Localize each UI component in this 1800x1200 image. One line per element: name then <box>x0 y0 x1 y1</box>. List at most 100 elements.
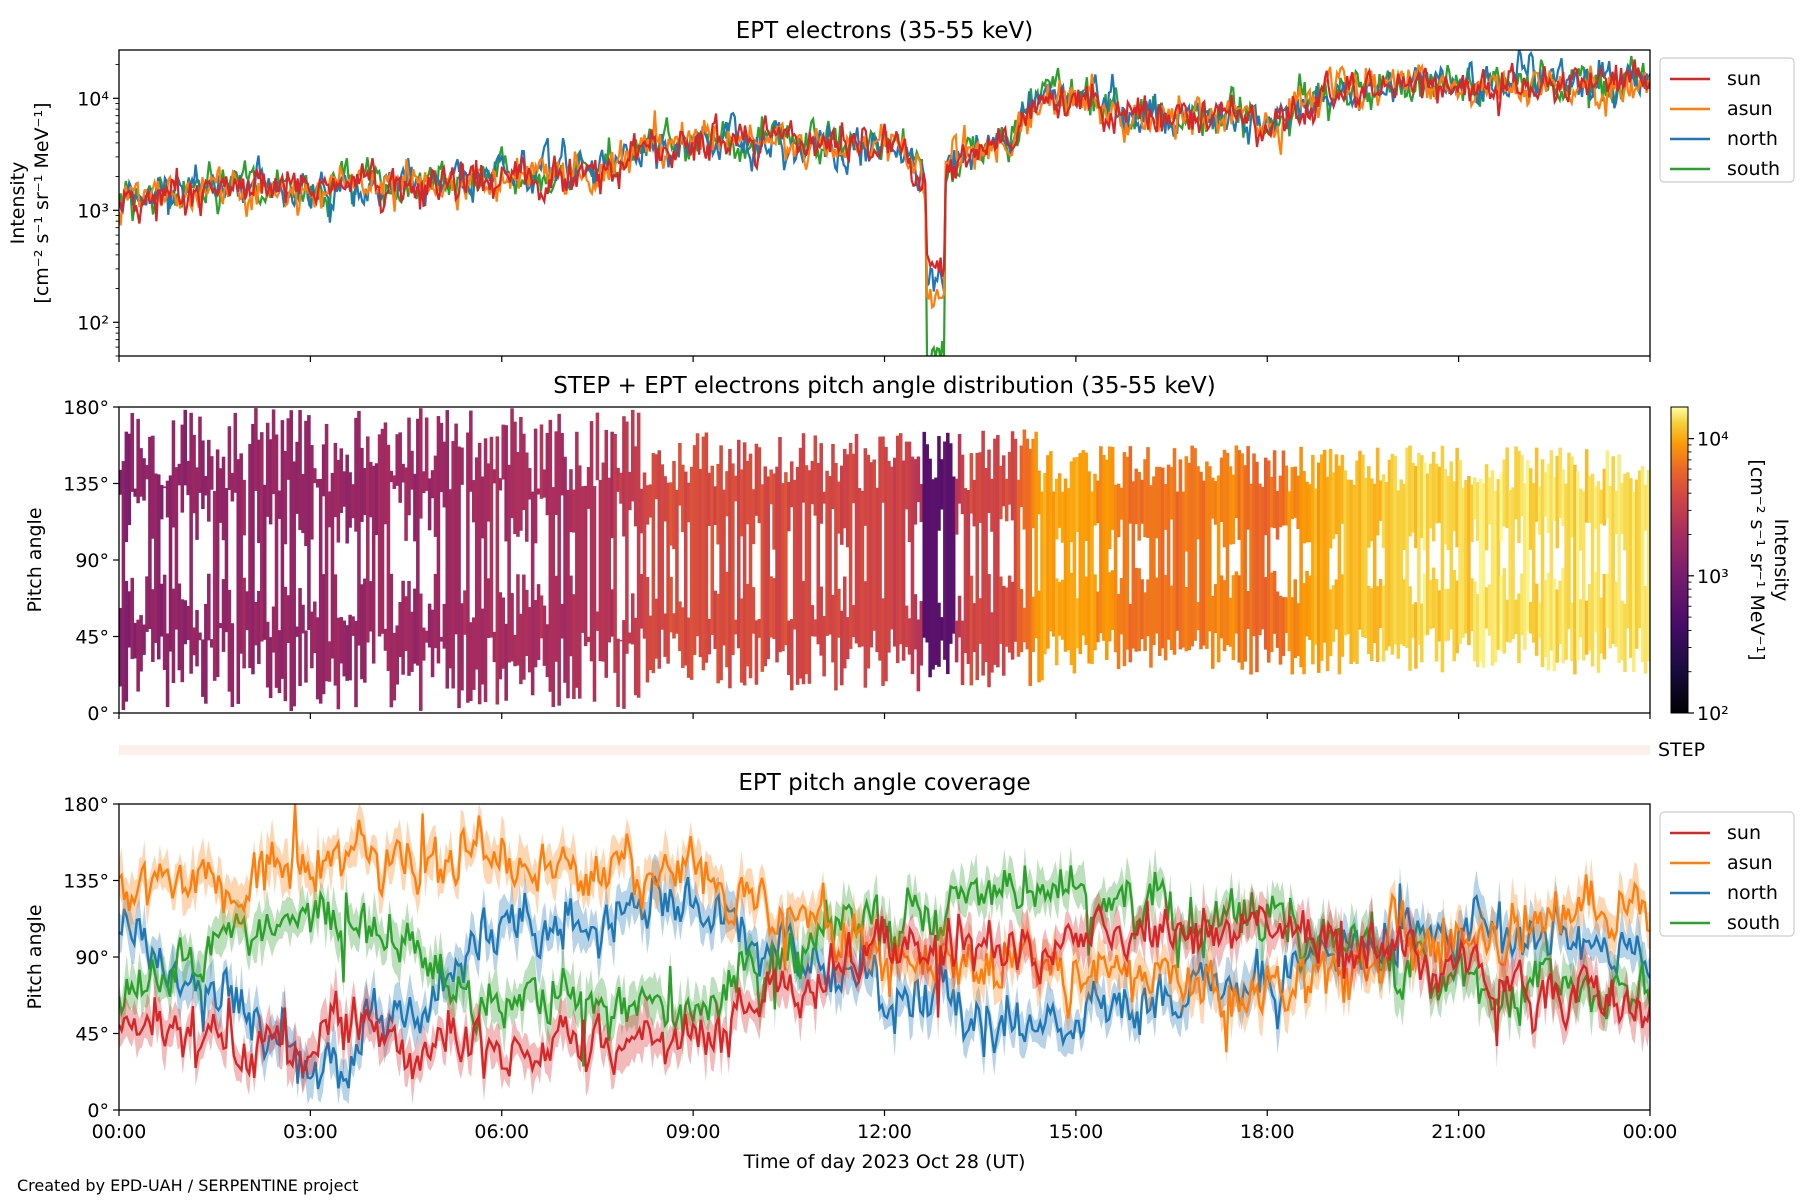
heatmap-cell <box>1420 455 1424 539</box>
heatmap-cell <box>130 413 135 492</box>
panel4-legend: sun asun north south <box>1659 811 1795 937</box>
heatmap-cell <box>1155 466 1159 539</box>
heatmap-cell <box>1558 580 1562 644</box>
heatmap-cell <box>1584 449 1589 523</box>
heatmap-cell <box>1143 592 1147 651</box>
heatmap-cell <box>324 423 329 682</box>
heatmap-cell <box>1393 455 1398 645</box>
heatmap-cell <box>533 600 538 668</box>
heatmap-cell <box>357 410 361 646</box>
heatmap-cell <box>1228 466 1233 545</box>
heatmap-cell <box>127 591 132 648</box>
heatmap-cell <box>1075 457 1080 532</box>
heatmap-cell <box>1178 459 1183 650</box>
panel4-ytick-label: 135° <box>63 871 109 893</box>
heatmap-cell <box>327 491 332 528</box>
heatmap-cell <box>368 581 373 632</box>
heatmap-cell <box>236 459 241 704</box>
heatmap-cell <box>822 616 826 677</box>
heatmap-cell <box>1110 570 1115 630</box>
heatmap-cell <box>1643 484 1648 531</box>
heatmap-cell <box>1007 451 1012 505</box>
heatmap-cell <box>1369 588 1374 662</box>
heatmap-cell <box>262 484 267 640</box>
heatmap-cell <box>451 441 455 689</box>
heatmap-cell <box>1605 573 1610 629</box>
coverage-band-north <box>119 850 1650 1105</box>
heatmap-cell <box>804 465 809 675</box>
heatmap-cell <box>1617 454 1621 664</box>
heatmap-cell <box>834 462 838 691</box>
heatmap-cell <box>1514 599 1518 635</box>
panel4-xtick-label: 21:00 <box>1431 1121 1486 1143</box>
heatmap-cell <box>386 444 391 671</box>
heatmap-cell <box>1543 472 1548 517</box>
heatmap-cell <box>286 595 291 643</box>
heatmap-cell <box>154 473 158 643</box>
panel2-ytick-label: 45° <box>75 627 109 649</box>
heatmap-cell <box>1511 487 1515 640</box>
heatmap-cell <box>186 605 190 641</box>
heatmap-cell <box>1408 445 1412 537</box>
heatmap-cell <box>1561 469 1565 527</box>
heatmap-cell <box>1219 575 1224 639</box>
heatmap-cell <box>648 615 653 671</box>
heatmap-cell <box>295 626 299 637</box>
heatmap-cell <box>683 471 688 666</box>
heatmap-cell <box>1081 450 1086 636</box>
heatmap-cell <box>1043 473 1047 655</box>
heatmap-cell <box>313 601 317 654</box>
heatmap-cell <box>1146 447 1150 538</box>
heatmap-cell <box>766 476 770 659</box>
heatmap-cell <box>430 470 435 499</box>
heatmap-cell <box>1367 466 1371 548</box>
heatmap-cell <box>230 623 235 707</box>
heatmap-cell <box>1266 460 1271 663</box>
intensity-panel: EPT electrons (35-55 keV) 10² 10³ 10⁴ Inte… <box>7 18 1795 362</box>
colorbar-tick-label: 10⁴ <box>1697 429 1729 451</box>
heatmap-cell <box>201 639 205 697</box>
heatmap-cell <box>430 609 435 678</box>
heatmap-cell <box>342 471 347 507</box>
heatmap-cell <box>348 614 352 681</box>
heatmap-cell <box>1146 579 1150 637</box>
heatmap-cell <box>757 447 762 524</box>
heatmap-cell <box>1543 579 1548 658</box>
heatmap-cell <box>969 575 974 686</box>
heatmap-cell <box>1528 601 1533 634</box>
heatmap-cell <box>648 484 653 518</box>
heatmap-cell <box>472 617 476 690</box>
heatmap-cell <box>298 588 302 687</box>
heatmap-cell <box>1552 578 1557 672</box>
heatmap-cell <box>1428 580 1433 630</box>
heatmap-cell <box>280 420 285 679</box>
heatmap-cell <box>513 634 517 667</box>
heatmap-cell <box>536 584 541 660</box>
heatmap-cell <box>483 438 488 703</box>
heatmap-cell <box>519 416 523 531</box>
heatmap-cell <box>689 466 694 680</box>
coverage-band-sun <box>119 882 1650 1105</box>
panel1-legend-label-north: north <box>1727 128 1778 150</box>
heatmap-cell <box>351 484 355 519</box>
heatmap-columns <box>119 408 1650 712</box>
panel4-legend-label-south: south <box>1727 912 1780 934</box>
heatmap-cell <box>1411 462 1415 533</box>
colorbar-tick-label: 10³ <box>1697 566 1729 588</box>
heatmap-cell <box>1422 462 1427 551</box>
heatmap-cell <box>1381 585 1386 662</box>
heatmap-cell <box>1116 483 1121 538</box>
heatmap-cell <box>1172 448 1177 655</box>
heatmap-cell <box>1305 481 1309 543</box>
panel4-xtick-label: 09:00 <box>666 1121 721 1143</box>
heatmap-cell <box>1614 490 1618 535</box>
heatmap-cell <box>1184 456 1189 552</box>
heatmap-cell <box>1308 575 1312 640</box>
heatmap-cell <box>1046 455 1050 649</box>
heatmap-cell <box>586 636 591 643</box>
heatmap-cell <box>1031 438 1035 529</box>
heatmap-cell <box>987 574 991 688</box>
heatmap-cell <box>563 456 567 683</box>
panel1-ytick-label: 10² <box>77 312 109 334</box>
heatmap-cell <box>678 442 682 506</box>
